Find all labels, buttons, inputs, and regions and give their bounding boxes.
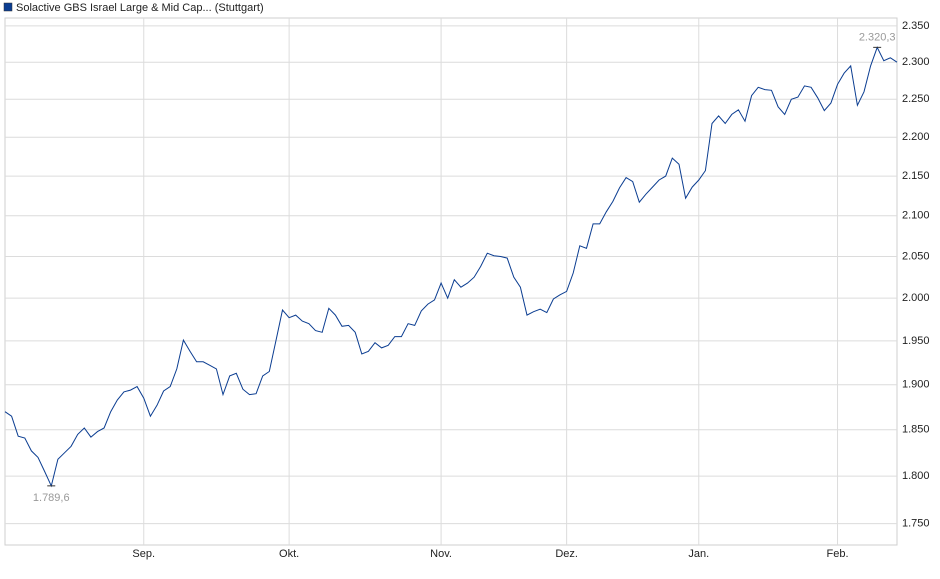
y-tick-label: 2.350 (902, 20, 930, 32)
legend-swatch (3, 2, 13, 12)
y-tick-label: 1.950 (902, 335, 930, 347)
y-tick-label: 2.100 (902, 210, 930, 222)
y-tick-label: 1.850 (902, 424, 930, 436)
plot-frame (4, 17, 898, 546)
y-tick-label: 1.800 (902, 470, 930, 482)
annotation: 2.320,3 (859, 31, 896, 43)
x-tick-label: Jan. (688, 548, 709, 560)
x-tick-label: Nov. (430, 548, 452, 560)
x-tick-label: Sep. (132, 548, 155, 560)
y-tick-label: 2.000 (902, 292, 930, 304)
x-tick-label: Dez. (555, 548, 578, 560)
y-tick-label: 2.250 (902, 93, 930, 105)
y-tick-label: 2.050 (902, 250, 930, 262)
y-tick-label: 2.200 (902, 131, 930, 143)
y-tick-label: 1.900 (902, 379, 930, 391)
y-tick-label: 1.750 (902, 518, 930, 530)
price-line (4, 46, 898, 488)
x-tick-label: Okt. (279, 548, 299, 560)
annotation: 1.789,6 (33, 492, 70, 504)
y-tick-label: 2.300 (902, 56, 930, 68)
y-tick-label: 2.150 (902, 170, 930, 182)
x-tick-label: Feb. (827, 548, 849, 560)
legend-label: Solactive GBS Israel Large & Mid Cap... … (16, 2, 264, 14)
